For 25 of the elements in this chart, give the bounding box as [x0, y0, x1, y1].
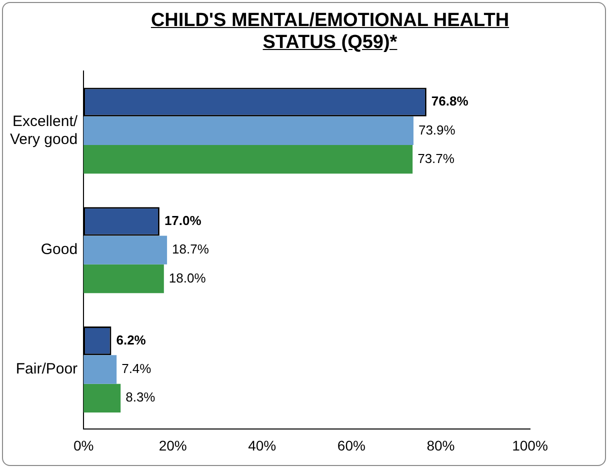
chart-title: CHILD'S MENTAL/EMOTIONAL HEALTH STATUS (Q59)* — [150, 10, 510, 54]
data-label: 18.0% — [168, 270, 206, 286]
data-label: 73.7% — [418, 150, 455, 166]
bar — [84, 236, 168, 264]
x-tick-label: 40% — [248, 437, 276, 454]
data-label: 17.0% — [164, 213, 202, 228]
x-tick-label: 80% — [426, 437, 455, 454]
y-tick-label: Good — [40, 241, 78, 258]
data-label: 7.4% — [122, 361, 152, 376]
bar — [84, 384, 121, 412]
data-label: 6.2% — [116, 332, 146, 348]
bar — [84, 116, 414, 146]
data-label: 18.7% — [172, 242, 210, 257]
y-tick-label: Excellent/ Very good — [10, 112, 78, 148]
data-label: 8.3% — [126, 390, 156, 405]
bar — [84, 355, 117, 384]
y-tick-label: Fair/Poor — [16, 360, 78, 378]
data-label: 73.9% — [418, 122, 456, 138]
bar — [84, 264, 164, 294]
x-tick-label: 60% — [337, 437, 366, 454]
bar — [84, 145, 413, 174]
x-tick-label: 0% — [73, 437, 94, 454]
data-label: 76.8% — [431, 94, 469, 109]
x-tick-label: 20% — [158, 437, 187, 454]
x-tick-label: 100% — [512, 437, 548, 454]
